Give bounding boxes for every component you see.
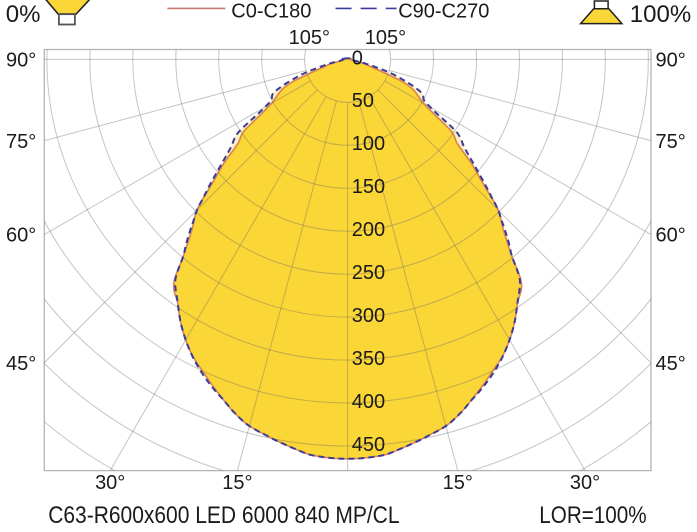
- svg-text:LOR=100%: LOR=100%: [539, 502, 646, 529]
- svg-text:150: 150: [352, 176, 385, 198]
- svg-text:250: 250: [352, 262, 385, 284]
- svg-text:75°: 75°: [6, 131, 36, 153]
- svg-text:75°: 75°: [656, 131, 686, 153]
- svg-text:60°: 60°: [6, 225, 36, 247]
- svg-text:C0-C180: C0-C180: [231, 0, 311, 22]
- svg-text:45°: 45°: [656, 353, 686, 375]
- svg-text:400: 400: [352, 391, 385, 413]
- svg-text:90°: 90°: [656, 50, 686, 72]
- svg-text:30°: 30°: [570, 472, 600, 494]
- svg-text:C90-C270: C90-C270: [398, 0, 489, 22]
- svg-text:C63-R600x600 LED 6000 840 MP/C: C63-R600x600 LED 6000 840 MP/CL: [48, 502, 399, 529]
- svg-text:60°: 60°: [656, 225, 686, 247]
- svg-text:15°: 15°: [222, 472, 252, 494]
- svg-text:30°: 30°: [95, 472, 125, 494]
- svg-text:50: 50: [352, 90, 374, 112]
- svg-text:300: 300: [352, 305, 385, 327]
- svg-text:100: 100: [352, 133, 385, 155]
- svg-text:105°: 105°: [365, 27, 406, 49]
- svg-text:100%: 100%: [630, 1, 691, 28]
- svg-text:105°: 105°: [289, 27, 330, 49]
- svg-text:450: 450: [352, 434, 385, 456]
- svg-text:0%: 0%: [6, 1, 41, 28]
- svg-text:90°: 90°: [6, 50, 36, 72]
- svg-text:350: 350: [352, 348, 385, 370]
- svg-text:45°: 45°: [6, 353, 36, 375]
- svg-text:200: 200: [352, 219, 385, 241]
- svg-text:0: 0: [352, 47, 363, 69]
- svg-text:15°: 15°: [443, 472, 473, 494]
